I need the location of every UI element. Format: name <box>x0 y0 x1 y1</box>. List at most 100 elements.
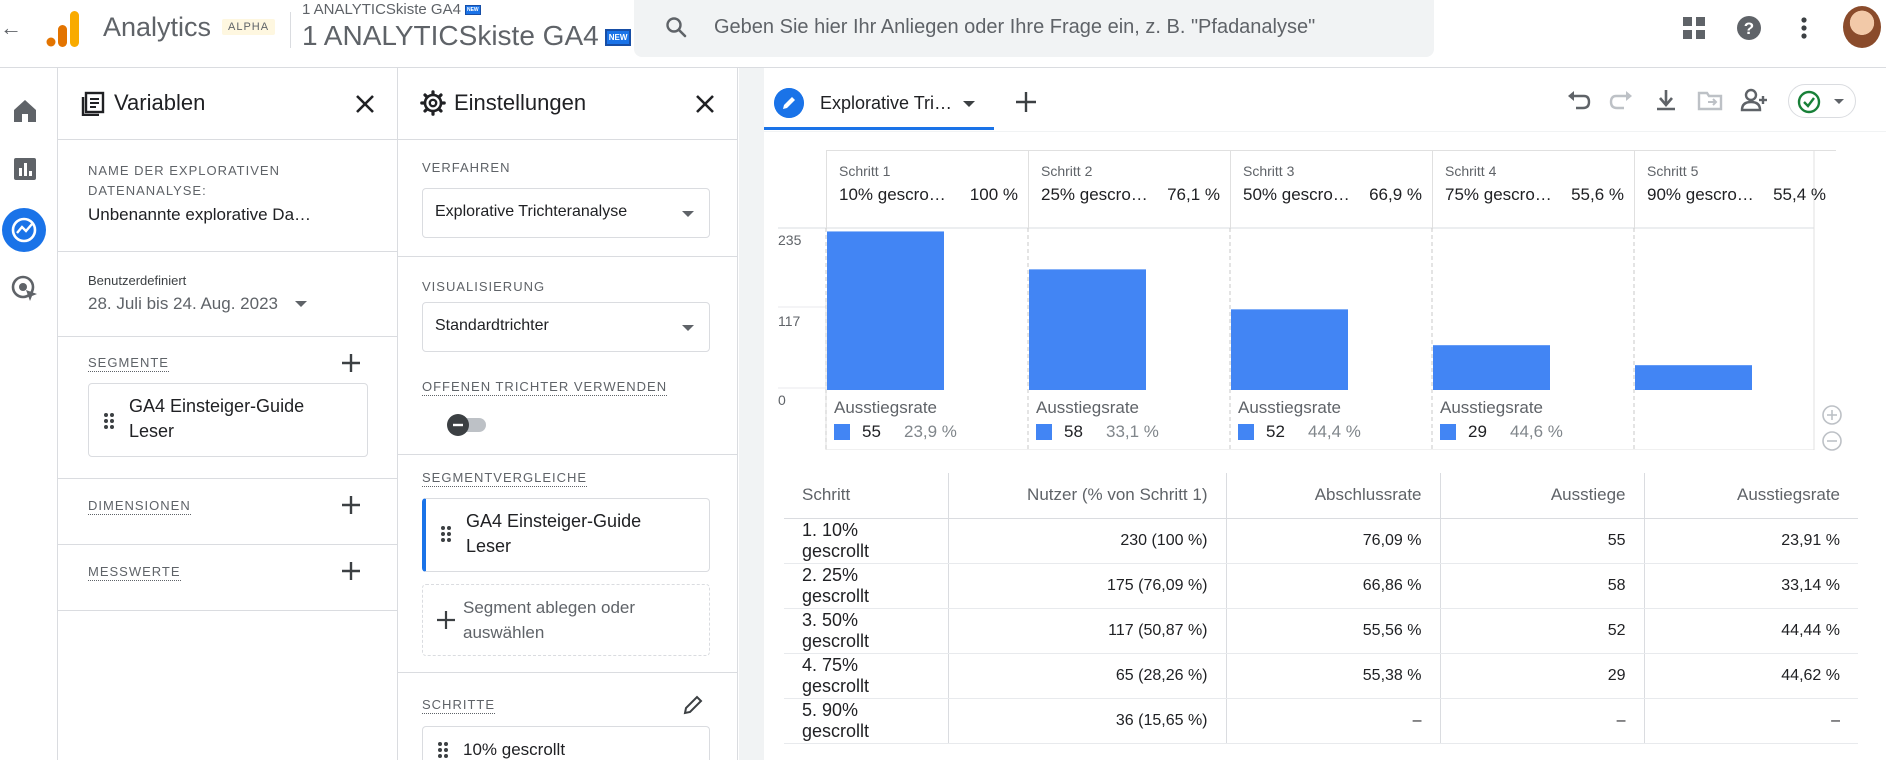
step-chip-label: 10% gescrollt <box>463 740 566 759</box>
tab-exploration[interactable]: Explorative Tri… <box>764 78 994 130</box>
table-cell: 76,09 % <box>1225 518 1440 564</box>
status-menu[interactable] <box>1788 84 1856 118</box>
add-segment-icon[interactable] <box>340 352 362 374</box>
column-header-exits[interactable]: Ausstiege <box>1439 473 1644 519</box>
drag-handle-icon[interactable] <box>437 741 449 759</box>
download-icon[interactable] <box>1652 86 1680 114</box>
chevron-down-icon[interactable] <box>962 99 976 109</box>
explore-icon[interactable] <box>2 208 46 252</box>
move-folder-icon[interactable] <box>1696 86 1724 114</box>
step-name: Schritt 1 <box>839 163 891 179</box>
funnel-step-header[interactable]: Schritt 3 50% gescro… 66,9 % <box>1230 150 1432 228</box>
dropoff-percent: 23,9 % <box>904 422 957 441</box>
step-label: 50% gescro… <box>1243 185 1350 204</box>
dropoff-block[interactable]: Ausstiegsrate 52 44,4 % <box>1230 398 1432 448</box>
advertising-icon[interactable] <box>10 274 40 304</box>
table-row[interactable]: 3. 50% gescrollt 117 (50,87 %) 55,56 % 52 44… <box>784 608 1858 654</box>
divider <box>58 336 397 337</box>
step-percent: 76,1 % <box>1167 185 1220 204</box>
more-vert-icon[interactable] <box>1790 14 1818 42</box>
dropoff-block[interactable]: Ausstiegsrate 58 33,1 % <box>1028 398 1230 448</box>
reports-icon[interactable] <box>10 154 40 184</box>
column-header-step[interactable]: Schritt <box>784 473 948 519</box>
column-header-exit-rate[interactable]: Ausstiegsrate <box>1643 473 1858 519</box>
zoom-in-icon[interactable] <box>1821 404 1843 426</box>
home-icon[interactable] <box>10 96 40 126</box>
segment-compare-chip[interactable]: GA4 Einsteiger-Guide Leser <box>422 498 710 572</box>
account-name[interactable]: 1 ANALYTICSkiste GA4 NEW <box>302 1 481 18</box>
close-icon[interactable] <box>351 90 379 118</box>
funnel-bar[interactable] <box>1231 309 1348 390</box>
segment-chip[interactable]: GA4 Einsteiger-Guide Leser <box>88 383 368 457</box>
funnel-step-header[interactable]: Schritt 5 90% gescro… 55,4 % <box>1634 150 1836 228</box>
dimensions-label-text: DIMENSIONEN <box>88 498 191 515</box>
table-row[interactable]: 2. 25% gescrollt 175 (76,09 %) 66,86 % 58 33… <box>784 563 1858 609</box>
zoom-out-icon[interactable] <box>1821 430 1843 452</box>
undo-icon[interactable] <box>1564 86 1592 114</box>
divider <box>398 672 737 673</box>
table-cell-step: 1. 10% gescrollt <box>784 518 948 564</box>
funnel-step-header[interactable]: Schritt 2 25% gescro… 76,1 % <box>1028 150 1230 228</box>
pencil-icon <box>774 88 804 118</box>
search-icon <box>666 17 687 38</box>
search-input[interactable] <box>714 12 1414 42</box>
redo-icon[interactable] <box>1608 86 1636 114</box>
date-range-value[interactable]: 28. Juli bis 24. Aug. 2023 <box>88 294 278 313</box>
open-funnel-toggle[interactable] <box>446 412 492 438</box>
drop-segment-target[interactable]: Segment ablegen oder auswählen <box>422 584 710 656</box>
table-cell-step: 3. 50% gescrollt <box>784 608 948 654</box>
metrics-label-text: MESSWERTE <box>88 564 181 581</box>
funnel-step-header[interactable]: Schritt 4 75% gescro… 55,6 % <box>1432 150 1634 228</box>
drop-segment-text: Segment ablegen oder auswählen <box>463 598 636 642</box>
dropoff-label: Ausstiegsrate <box>1440 398 1543 417</box>
funnel-bar[interactable] <box>827 231 944 390</box>
table-row[interactable]: 5. 90% gescrollt 36 (15,65 %) – – – <box>784 698 1858 744</box>
dropoff-count: 29 <box>1468 422 1487 441</box>
funnel-step-header[interactable]: Schritt 1 10% gescro… 100 % <box>826 150 1028 228</box>
table-cell: 52 <box>1439 608 1644 654</box>
funnel-chart: 235 117 0 Schritt 1 10% gescro… 100 % Ausst… <box>778 150 1858 452</box>
dropoff-block[interactable]: Ausstiegsrate 29 44,6 % <box>1432 398 1634 448</box>
drag-handle-icon[interactable] <box>440 525 452 543</box>
add-tab-icon[interactable] <box>1012 88 1040 116</box>
column-header-completion-rate[interactable]: Abschlussrate <box>1225 473 1440 519</box>
visualization-select[interactable]: Standardtrichter <box>422 302 710 352</box>
chevron-down-icon[interactable] <box>294 299 308 309</box>
table-cell: 230 (100 %) <box>947 518 1226 564</box>
apps-grid-icon[interactable] <box>1680 14 1708 42</box>
property-name[interactable]: 1 ANALYTICSkiste GA4 NEW <box>302 20 632 52</box>
analytics-logo <box>46 11 79 47</box>
table-cell: 36 (15,65 %) <box>947 698 1226 744</box>
table-row[interactable]: 1. 10% gescrollt 230 (100 %) 76,09 % 55 23,9… <box>784 518 1858 564</box>
help-icon[interactable]: ? <box>1735 14 1763 42</box>
add-metric-icon[interactable] <box>340 560 362 582</box>
drag-handle-icon[interactable] <box>103 412 115 430</box>
step-name: Schritt 2 <box>1041 163 1093 179</box>
divider <box>290 12 291 48</box>
dropoff-percent: 44,4 % <box>1308 422 1361 441</box>
table-row[interactable]: 4. 75% gescrollt 65 (28,26 %) 55,38 % 29 44,… <box>784 653 1858 699</box>
funnel-bar[interactable] <box>1635 365 1752 390</box>
technique-value: Explorative Trichteranalyse <box>435 203 628 220</box>
add-dimension-icon[interactable] <box>340 494 362 516</box>
exploration-name-value[interactable]: Unbenannte explorative Da… <box>88 205 312 224</box>
left-rail <box>0 68 58 760</box>
avatar[interactable] <box>1843 6 1881 48</box>
share-user-icon[interactable] <box>1740 86 1768 114</box>
settings-header: Einstellungen <box>398 68 737 140</box>
step-name: Schritt 5 <box>1647 163 1699 179</box>
back-arrow-icon[interactable]: ← <box>0 15 22 40</box>
edit-pencil-icon[interactable] <box>682 694 704 716</box>
dropoff-label: Ausstiegsrate <box>1238 398 1341 417</box>
steps-label: SCHRITTE <box>422 697 495 714</box>
step-chip[interactable]: 10% gescrollt <box>422 726 710 760</box>
segment-compare-chip-label: GA4 Einsteiger-Guide Leser <box>466 511 642 556</box>
column-header-users[interactable]: Nutzer (% von Schritt 1) <box>947 473 1226 519</box>
search-box[interactable] <box>634 0 1434 57</box>
funnel-bar[interactable] <box>1433 345 1550 390</box>
funnel-bar[interactable] <box>1029 269 1146 390</box>
close-icon[interactable] <box>691 90 719 118</box>
dropoff-block[interactable]: Ausstiegsrate 55 23,9 % <box>826 398 1028 448</box>
technique-select[interactable]: Explorative Trichteranalyse <box>422 188 710 238</box>
gear-icon <box>420 90 446 116</box>
